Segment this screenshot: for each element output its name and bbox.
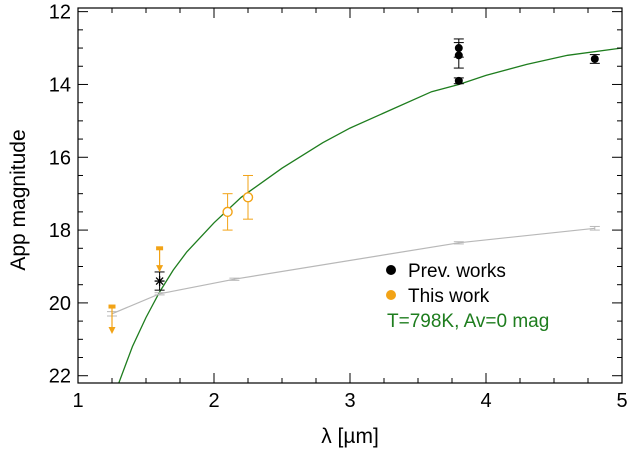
legend-label-this: This work: [408, 286, 490, 307]
asterisk-stroke: [155, 277, 164, 286]
x-tick-label: 1: [72, 390, 83, 412]
legend-label-model: T=798K, Av=0 mag: [387, 311, 549, 332]
x-tick-label: 5: [616, 390, 627, 412]
y-tick-label: 18: [49, 220, 71, 242]
prev-point-marker: [454, 51, 463, 60]
x-tick-label: 2: [208, 390, 219, 412]
this-point-marker: [222, 206, 233, 218]
y-tick-label: 14: [49, 74, 71, 96]
asterisk-marker: [154, 276, 165, 287]
prev-point-marker: [454, 76, 463, 85]
model-curve-line: [118, 47, 622, 383]
y-tick-label: 20: [49, 293, 71, 315]
upper-limit-arrow: [156, 265, 164, 273]
upper-limit-arrow: [108, 327, 116, 335]
data-points: [108, 38, 600, 335]
x-tick-label: 3: [344, 390, 355, 412]
legend-marker-prev: [386, 265, 396, 275]
gray-model-line: [111, 227, 595, 315]
legend-label-prev: Prev. works: [408, 261, 506, 282]
y-tick-label: 12: [49, 2, 71, 24]
prev-point-marker: [590, 54, 599, 63]
this-point-marker: [242, 192, 254, 203]
x-tick-label: 4: [480, 390, 491, 412]
model-curves: [107, 47, 622, 383]
x-axis-title: λ [µm]: [321, 425, 379, 448]
y-tick-label: 22: [49, 366, 71, 388]
y-axis-title: App magnitude: [7, 129, 30, 270]
legend-marker-this: [386, 290, 396, 300]
y-tick-label: 16: [49, 147, 71, 169]
legend: Prev. works This work T=798K, Av=0 mag: [386, 261, 549, 332]
